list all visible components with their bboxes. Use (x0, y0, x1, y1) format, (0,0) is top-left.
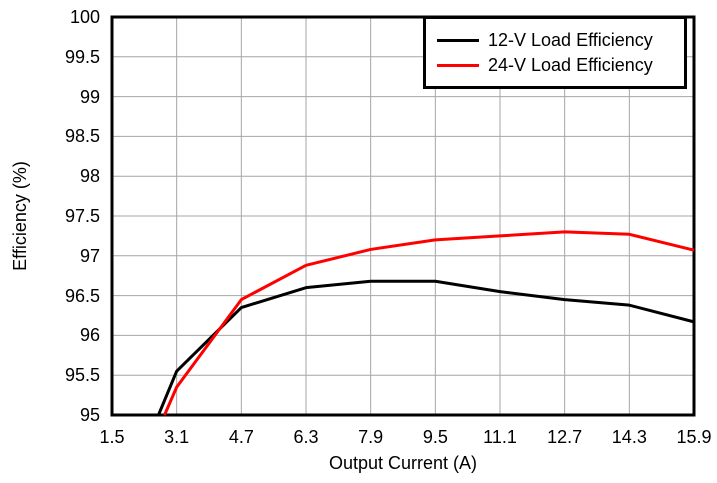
legend-entry-24v: 24-V Load Efficiency (437, 53, 684, 78)
legend-line-sample-12v (437, 39, 479, 42)
y-tick-label: 95 (79, 405, 100, 425)
x-tick-label: 11.1 (483, 427, 517, 447)
x-tick-label: 4.7 (228, 427, 254, 447)
legend-line-sample-24v (437, 64, 479, 67)
legend-label-12v: 12-V Load Efficiency (488, 30, 653, 50)
x-tick-label: 15.9 (676, 427, 712, 447)
y-tick-label: 100 (69, 7, 100, 27)
y-axis-title: Efficiency (%) (10, 161, 30, 271)
x-tick-label: 9.5 (422, 427, 448, 447)
y-tick-label: 97.5 (64, 206, 100, 226)
y-tick-label: 98.5 (64, 126, 100, 147)
x-tick-label: 3.1 (164, 427, 190, 447)
legend: 12-V Load Efficiency 24-V Load Efficienc… (423, 16, 687, 89)
legend-entry-12v: 12-V Load Efficiency (437, 28, 684, 53)
y-tick-label: 98 (79, 166, 100, 187)
series-line-0 (157, 279, 695, 416)
y-tick-label: 97 (79, 245, 100, 266)
x-tick-label: 14.3 (611, 427, 647, 447)
y-tick-label: 99 (79, 86, 100, 107)
y-tick-label: 96.5 (64, 285, 100, 306)
x-tick-label: 12.7 (547, 427, 583, 447)
x-tick-label: 7.9 (358, 427, 384, 447)
plot-frame (110, 15, 696, 417)
y-tick-label: 99.5 (64, 46, 100, 67)
x-tick-label: 1.5 (99, 427, 125, 447)
x-axis-title: Output Current (A) (328, 453, 478, 473)
legend-label-24v: 24-V Load Efficiency (488, 55, 653, 75)
x-tick-label: 6.3 (293, 427, 319, 447)
series-lines (157, 230, 695, 416)
y-tick-label: 96 (79, 325, 100, 346)
y-tick-label: 95.5 (64, 365, 100, 386)
series-line-1 (163, 230, 695, 416)
